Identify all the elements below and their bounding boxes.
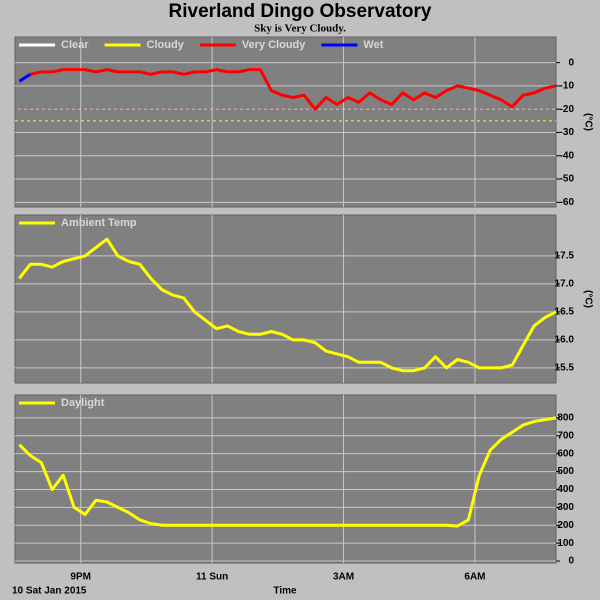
legend-label: Wet xyxy=(363,39,383,51)
y-tick-label: -20 xyxy=(560,104,575,115)
series-line xyxy=(18,237,557,373)
x-tick-label: 3AM xyxy=(333,572,354,583)
legend-label: Ambient Temp xyxy=(61,217,137,229)
y-tick-label: -10 xyxy=(560,81,575,92)
x-tick-label: 11 Sun xyxy=(196,572,228,583)
legend-label: Very Cloudy xyxy=(242,39,306,51)
chart-subtitle: Sky is Very Cloudy. xyxy=(254,23,346,35)
date-label: 10 Sat Jan 2015 xyxy=(12,586,87,597)
chart-title: Riverland Dingo Observatory xyxy=(169,1,432,22)
y-tick-label: 100 xyxy=(557,538,574,549)
y-tick-label: 15.5 xyxy=(555,363,575,374)
legend-label: Cloudy xyxy=(147,39,185,51)
y-tick-label: 300 xyxy=(557,502,574,513)
y-tick-label: -50 xyxy=(560,174,575,185)
x-axis-label: Time xyxy=(273,586,297,597)
series-line xyxy=(29,68,557,111)
y-tick-label: -30 xyxy=(560,127,575,138)
series-line xyxy=(18,73,32,83)
y-tick-label: 800 xyxy=(557,413,574,424)
y-tick-label: 17.5 xyxy=(555,251,575,262)
plot-area xyxy=(14,394,557,564)
y-tick-label: -60 xyxy=(560,197,575,208)
y-tick-label: 500 xyxy=(557,466,574,477)
y-tick-label: 16.5 xyxy=(555,307,575,318)
y-tick-label: -40 xyxy=(560,150,575,161)
y-axis-label: (°C) xyxy=(582,113,593,131)
x-tick-label: 6AM xyxy=(464,572,485,583)
y-tick-label: 200 xyxy=(557,520,574,531)
legend-label: Clear xyxy=(61,39,89,51)
x-tick-label: 9PM xyxy=(70,572,91,583)
y-tick-label: 0 xyxy=(568,556,574,567)
y-tick-label: 0 xyxy=(568,57,574,68)
y-tick-label: 700 xyxy=(557,430,574,441)
y-tick-label: 17.0 xyxy=(555,279,575,290)
series-line xyxy=(18,416,557,528)
plot-area xyxy=(14,214,557,384)
y-tick-label: 600 xyxy=(557,448,574,459)
legend-label: Daylight xyxy=(61,397,105,409)
y-tick-label: 16.0 xyxy=(555,335,575,346)
y-axis-label: (°C) xyxy=(582,290,593,308)
y-tick-label: 400 xyxy=(557,484,574,495)
